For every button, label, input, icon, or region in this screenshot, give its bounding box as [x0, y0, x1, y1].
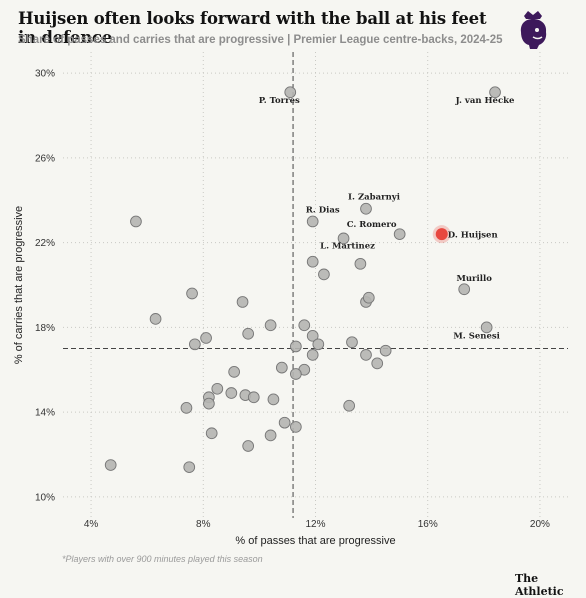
data-point	[354, 257, 367, 270]
data-point	[343, 399, 356, 412]
data-point	[203, 397, 215, 410]
y-axis-label: % of carries that are progressive	[13, 206, 25, 364]
data-point	[290, 421, 302, 433]
data-point	[379, 344, 392, 357]
data-point	[306, 255, 319, 268]
y-tick-label: 10%	[35, 492, 55, 503]
premier-league-lion-icon	[520, 11, 547, 49]
data-point	[149, 313, 162, 325]
data-point	[393, 228, 406, 241]
highlighted-data-point	[435, 228, 448, 241]
point-label: M. Senesi	[453, 331, 500, 341]
data-point	[264, 319, 277, 332]
data-point	[306, 349, 319, 361]
data-point	[130, 215, 142, 228]
data-point	[275, 361, 288, 374]
data-point	[278, 416, 291, 429]
brand-logo-text: The Athletic	[515, 572, 564, 598]
point-label: P. Torres	[259, 96, 300, 106]
footnote: *Players with over 900 minutes played th…	[62, 554, 263, 564]
data-point	[180, 402, 193, 414]
data-point	[205, 427, 218, 440]
data-point	[480, 321, 493, 334]
point-label: I. Zabarnyi	[348, 193, 401, 203]
data-point	[360, 349, 372, 361]
data-point	[104, 459, 117, 471]
data-point	[189, 338, 201, 351]
x-axis-label: % of passes that are progressive	[235, 535, 395, 547]
data-point	[284, 86, 297, 99]
data-point	[458, 283, 471, 296]
data-point	[298, 319, 311, 332]
data-point	[183, 461, 196, 474]
data-point	[211, 382, 224, 395]
y-tick-label: 18%	[35, 323, 55, 334]
data-point	[312, 338, 325, 351]
data-point	[489, 86, 501, 99]
data-point	[242, 440, 255, 452]
x-tick-label: 8%	[196, 519, 211, 530]
point-label: C. Romero	[347, 220, 397, 230]
data-point	[360, 202, 372, 215]
data-point	[267, 393, 280, 406]
point-label: Murillo	[456, 274, 492, 284]
data-point	[306, 215, 319, 228]
y-tick-label: 14%	[35, 408, 55, 419]
data-point	[242, 327, 255, 340]
point-label: R. Dias	[306, 205, 340, 215]
y-tick-label: 22%	[35, 238, 55, 249]
point-label: J. van Hecke	[455, 96, 515, 106]
data-point	[337, 232, 350, 245]
data-point	[247, 391, 260, 404]
data-point	[228, 365, 240, 378]
x-tick-label: 12%	[305, 519, 325, 530]
data-point	[290, 368, 302, 380]
data-point	[290, 340, 302, 353]
data-point	[318, 268, 330, 281]
x-tick-label: 16%	[418, 519, 438, 530]
point-label: L. Martinez	[320, 241, 375, 251]
data-point	[225, 387, 238, 399]
data-point	[200, 332, 212, 344]
data-point	[236, 296, 249, 308]
data-point	[306, 329, 319, 342]
y-tick-label: 30%	[35, 69, 55, 80]
data-point	[346, 336, 358, 349]
data-point	[264, 429, 277, 442]
chart-subtitle: Share of passes and carries that are pro…	[18, 34, 503, 46]
data-point	[186, 287, 198, 300]
chart-title: Huijsen often looks forward with the bal…	[18, 9, 487, 47]
x-tick-label: 20%	[530, 519, 550, 530]
x-tick-label: 4%	[84, 519, 99, 530]
data-point	[371, 357, 384, 370]
point-label: D. Huijsen	[448, 231, 498, 241]
data-point	[362, 291, 375, 304]
y-tick-label: 26%	[35, 153, 55, 164]
